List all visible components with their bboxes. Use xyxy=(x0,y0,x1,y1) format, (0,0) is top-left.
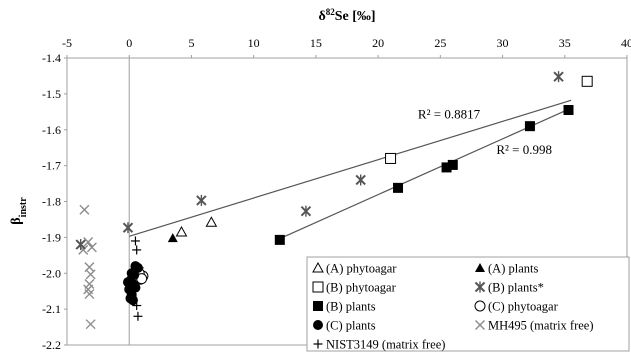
y-tick-label: -2.1 xyxy=(42,302,61,316)
data-point xyxy=(79,204,90,215)
legend-marker xyxy=(475,320,485,330)
x-tick-label: 30 xyxy=(497,36,509,50)
data-point xyxy=(205,216,218,227)
y-tick-label: -1.8 xyxy=(42,195,61,209)
data-point xyxy=(132,245,142,255)
x-tick-label: 35 xyxy=(559,36,571,50)
data-point xyxy=(167,233,178,243)
data-point xyxy=(355,174,366,186)
y-axis-title: βinstr xyxy=(9,197,29,225)
legend-label: MH495 (matrix free) xyxy=(488,319,594,333)
y-tick-label: -1.4 xyxy=(42,51,61,65)
y-tick-label: -2.0 xyxy=(42,266,61,280)
legend-marker xyxy=(475,263,485,272)
data-point xyxy=(393,182,404,193)
r-squared-labels: R² = 0.8817 R² = 0.998 xyxy=(418,106,552,157)
data-point xyxy=(300,205,312,217)
legend-marker xyxy=(312,261,324,273)
data-point xyxy=(130,282,141,293)
data-point xyxy=(581,75,593,87)
data-point xyxy=(563,105,574,116)
trendlines xyxy=(129,99,572,240)
x-tick-label: 15 xyxy=(310,36,322,50)
legend-label: (A) phytoagar xyxy=(326,262,397,276)
data-point xyxy=(385,152,397,164)
data-points xyxy=(75,71,593,330)
legend-label: NIST3149 (matrix free) xyxy=(326,338,445,352)
x-tick-label: 20 xyxy=(372,36,384,50)
data-point xyxy=(122,222,134,234)
x-axis-title: δ82Se [‰] xyxy=(318,7,375,24)
legend-marker xyxy=(313,339,323,349)
legend-marker xyxy=(312,281,324,293)
data-point xyxy=(133,311,143,321)
data-point xyxy=(75,239,86,251)
x-tick-label: 10 xyxy=(248,36,260,50)
legend-label: (A) plants xyxy=(488,262,538,276)
data-point xyxy=(86,242,97,253)
legend-label: (B) plants xyxy=(326,300,376,314)
data-point xyxy=(524,121,535,132)
legend: (A) phytoagar (A) plants (B) phytoagar (B) … xyxy=(306,256,630,352)
x-tick-label: 40 xyxy=(621,36,631,50)
legend-marker xyxy=(474,281,486,293)
data-point xyxy=(175,225,188,237)
y-axis-ticks: -1.4 -1.5 -1.6 -1.7 -1.8 -1.9 -2.0 -2.1 -2.2 xyxy=(42,51,67,352)
data-point xyxy=(83,237,94,248)
data-point xyxy=(196,194,207,206)
data-point xyxy=(447,159,458,170)
data-point xyxy=(274,234,285,245)
x-tick-label: 0 xyxy=(126,36,132,50)
legend-label: (C) plants xyxy=(326,319,376,333)
trendline xyxy=(129,99,572,237)
y-tick-label: -1.7 xyxy=(42,159,61,173)
x-axis-ticks: -5 0 5 10 15 20 25 30 35 40 xyxy=(62,36,631,58)
y-tick-label: -1.6 xyxy=(42,123,61,137)
r-squared-label: R² = 0.8817 xyxy=(418,106,481,121)
y-tick-label: -1.5 xyxy=(42,87,61,101)
legend-marker xyxy=(313,301,323,311)
legend-label: (B) phytoagar xyxy=(326,281,397,295)
data-point xyxy=(127,295,138,306)
legend-label: (B) plants* xyxy=(488,281,544,295)
legend-marker xyxy=(313,320,323,330)
y-tick-label: -2.2 xyxy=(42,338,61,352)
data-point xyxy=(441,162,452,173)
x-tick-label: 25 xyxy=(434,36,446,50)
x-tick-label: -5 xyxy=(62,36,72,50)
x-tick-label: 5 xyxy=(188,36,194,50)
data-point xyxy=(85,319,96,330)
legend-box xyxy=(306,256,630,352)
data-point xyxy=(85,269,96,280)
data-point xyxy=(130,236,140,246)
legend-label: (C) phytoagar xyxy=(488,300,559,314)
trendline xyxy=(278,107,572,240)
r-squared-label: R² = 0.998 xyxy=(496,142,552,157)
y-tick-label: -1.9 xyxy=(42,230,61,244)
legend-marker xyxy=(474,300,486,312)
data-point xyxy=(84,289,95,300)
data-point xyxy=(553,71,564,83)
